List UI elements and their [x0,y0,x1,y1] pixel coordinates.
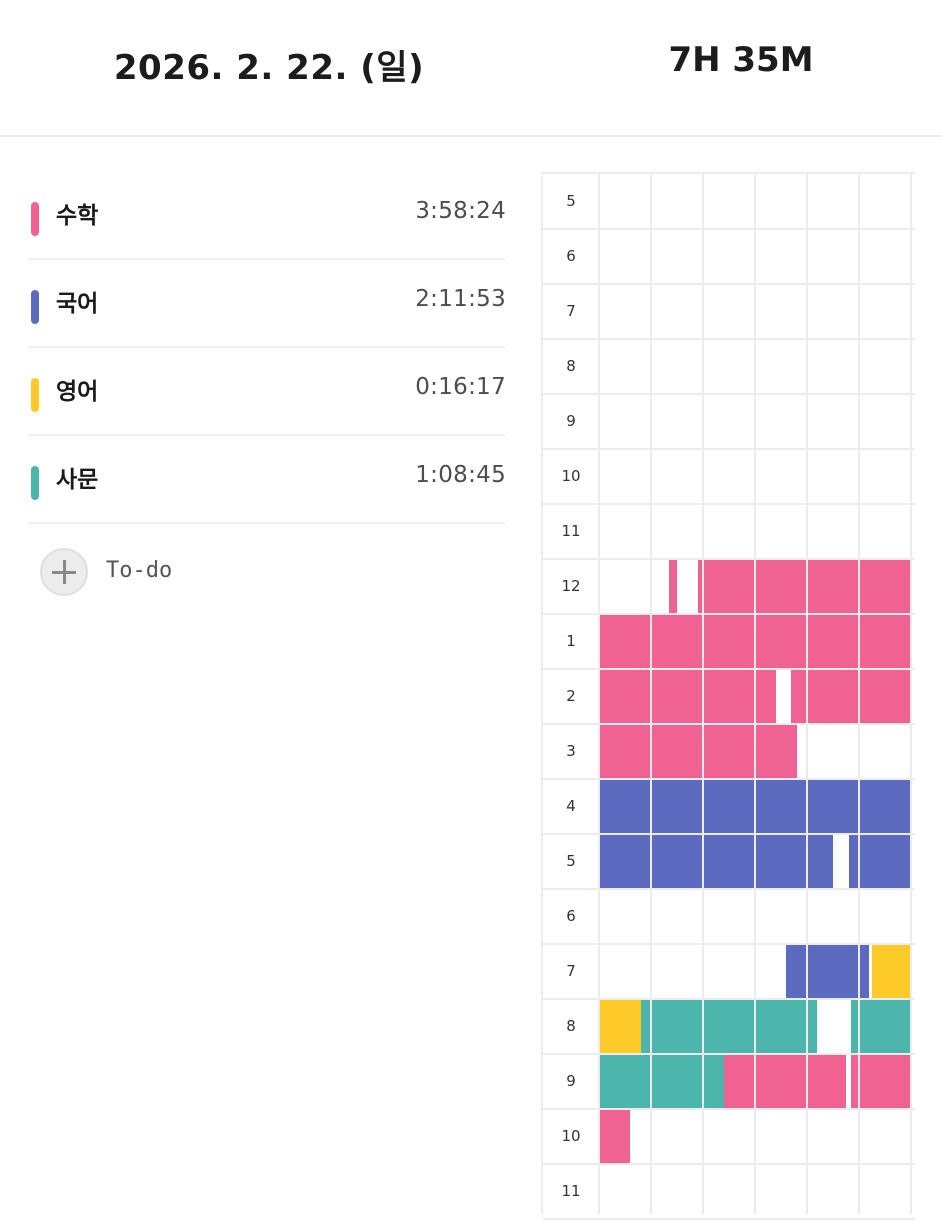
grid-line [543,668,915,670]
time-block [599,669,776,724]
subject-time: 1:08:45 [415,462,506,488]
time-block [599,1109,631,1164]
time-block [851,999,911,1054]
subject-color-bar [31,290,39,324]
grid-line [543,393,915,395]
time-block [872,944,911,999]
time-block [786,944,870,999]
grid-line [543,448,915,450]
grid-line [543,1108,915,1110]
hour-label: 11 [561,522,581,540]
hour-label: 7 [566,962,576,980]
hour-label: 3 [566,742,576,760]
grid-line [543,283,915,285]
time-block [723,1054,846,1109]
grid-line [543,778,915,780]
subject-row-social[interactable]: 사문 1:08:45 [28,436,506,524]
time-block [599,1054,724,1109]
hour-label: 11 [561,1182,581,1200]
plus-icon[interactable] [40,548,88,596]
subject-color-bar [31,378,39,412]
grid-line [910,174,912,1214]
total-study-time: 7H 35M [668,40,814,80]
hour-label: 6 [566,907,576,925]
hour-label: 1 [566,632,576,650]
time-block [599,999,641,1054]
hour-label: 9 [566,412,576,430]
hour-label: 8 [566,357,576,375]
grid-line [543,833,915,835]
grid-line [543,228,915,230]
subject-time: 2:11:53 [415,286,506,312]
grid-line [543,943,915,945]
subject-color-bar [31,466,39,500]
time-block [599,724,797,779]
hour-label: 5 [566,192,576,210]
hour-label: 12 [561,577,581,595]
subject-time: 0:16:17 [415,374,506,400]
subject-name: 수학 [56,203,99,229]
grid-line [543,723,915,725]
hour-label: 9 [566,1072,576,1090]
hour-label: 4 [566,797,576,815]
grid-line [543,888,915,890]
hour-label: 7 [566,302,576,320]
grid-line [806,174,808,1214]
date-title[interactable]: 2026. 2. 22. (일) [113,48,425,88]
hour-label: 6 [566,247,576,265]
hour-label: 8 [566,1017,576,1035]
time-block [791,669,911,724]
grid-line [543,338,915,340]
grid-line [858,174,860,1214]
time-block [669,559,677,614]
hour-label: 10 [561,1127,581,1145]
grid-line [702,174,704,1214]
grid-line [543,613,915,615]
time-block [640,999,818,1054]
header: 2026. 2. 22. (일) 7H 35M [0,0,942,137]
timetable-grid: 5 6 7 8 9 10 11 12 1 2 3 4 5 6 7 8 9 10 11 [541,172,915,1220]
subject-name: 영어 [56,379,99,405]
grid-line [543,558,915,560]
todo-label: To-do [106,558,173,583]
grid-line [598,174,600,1214]
time-block [851,1054,911,1109]
subject-name: 사문 [56,467,99,493]
subject-time: 3:58:24 [415,198,506,224]
subject-row-korean[interactable]: 국어 2:11:53 [28,260,506,348]
time-block [599,834,833,889]
subject-name: 국어 [56,291,99,317]
hour-label: 10 [561,467,581,485]
time-block [697,559,911,614]
hour-label: 5 [566,852,576,870]
grid-line [650,174,652,1214]
grid-line [543,1163,915,1165]
grid-line [543,503,915,505]
subject-row-math[interactable]: 수학 3:58:24 [28,172,506,260]
grid-line [543,1053,915,1055]
subject-row-english[interactable]: 영어 0:16:17 [28,348,506,436]
subject-color-bar [31,202,39,236]
grid-line [543,998,915,1000]
grid-line [754,174,756,1214]
hour-label: 2 [566,687,576,705]
subject-list: 수학 3:58:24 국어 2:11:53 영어 0:16:17 사문 1:08… [28,172,506,524]
